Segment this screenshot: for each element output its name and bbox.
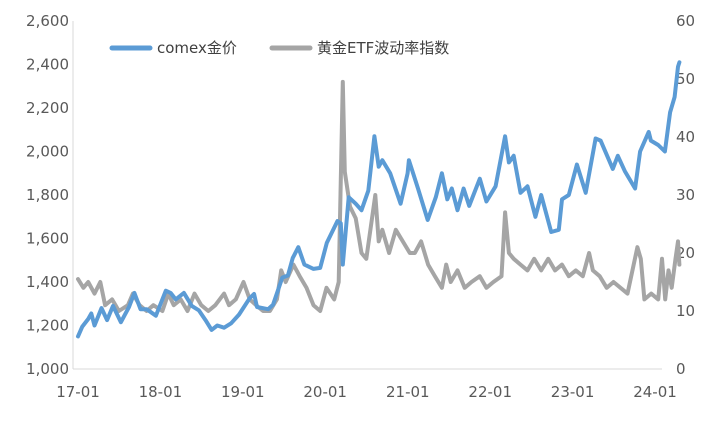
legend: comex金价 黄金ETF波动率指数 [109,39,449,57]
series-line-comex [76,60,682,339]
y-right-tick-label: 50 [676,70,695,88]
y-left-tick-label: 2,000 [26,143,69,161]
x-tick-label: 19-01 [221,383,265,401]
y-left-tick-label: 1,200 [26,317,69,335]
y-left-tick-label: 2,200 [26,99,69,117]
x-tick-label: 21-01 [386,383,430,401]
y-left-tick-label: 2,400 [26,56,69,74]
legend-label-comex: comex金价 [157,39,237,57]
y-left-tick-label: 1,000 [26,360,69,378]
x-tick-label: 18-01 [139,383,183,401]
y-right-tick-label: 60 [676,12,695,30]
y-right-tick-label: 0 [676,360,686,378]
y-right-tick-label: 10 [676,302,695,320]
y-right-tick-label: 30 [676,186,695,204]
series-line-etf-vol [76,79,682,313]
legend-label-etf-vol: 黄金ETF波动率指数 [317,39,449,57]
x-tick-label: 17-01 [56,383,100,401]
x-tick-label: 22-01 [468,383,512,401]
y-left-tick-label: 1,400 [26,273,69,291]
y-left-tick-label: 2,600 [26,12,69,30]
y-left-tick-label: 1,800 [26,186,69,204]
x-tick-label: 20-01 [303,383,347,401]
x-tick-label: 24-01 [633,383,677,401]
y-left-tick-label: 1,600 [26,230,69,248]
axes-layer: 1,000 1,200 1,400 1,600 1,800 2,000 2,200 2,400… [26,12,695,401]
series-layer [76,60,682,339]
y-right-tick-label: 40 [676,128,695,146]
x-tick-label: 23-01 [551,383,595,401]
